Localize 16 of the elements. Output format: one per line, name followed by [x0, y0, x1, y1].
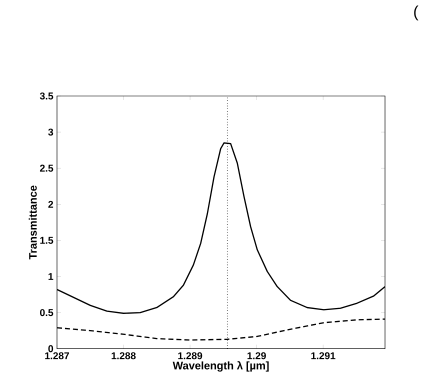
y-tick-label: 1	[48, 273, 54, 280]
y-axis-title: Transmittance	[28, 186, 37, 260]
y-tick-label: 3	[48, 128, 54, 136]
x-axis-title: Wavelength λ [µm]	[172, 361, 269, 372]
x-tick-label: 1.289	[178, 352, 202, 360]
y-tick-label: 3.5	[40, 92, 54, 100]
y-tick-label: 2	[48, 200, 54, 208]
x-tick-label: 1.287	[45, 352, 70, 360]
x-tick-label: 1.288	[112, 352, 136, 360]
x-tick-label: 1.291	[311, 352, 336, 360]
x-tick-label: 1.29	[248, 352, 266, 360]
y-tick-label: 1.5	[40, 236, 54, 244]
text: (	[414, 6, 418, 20]
y-tick-label: 2.5	[40, 164, 54, 172]
y-tick-label: 0.5	[40, 309, 54, 316]
y-tick-label: 0	[48, 345, 54, 352]
